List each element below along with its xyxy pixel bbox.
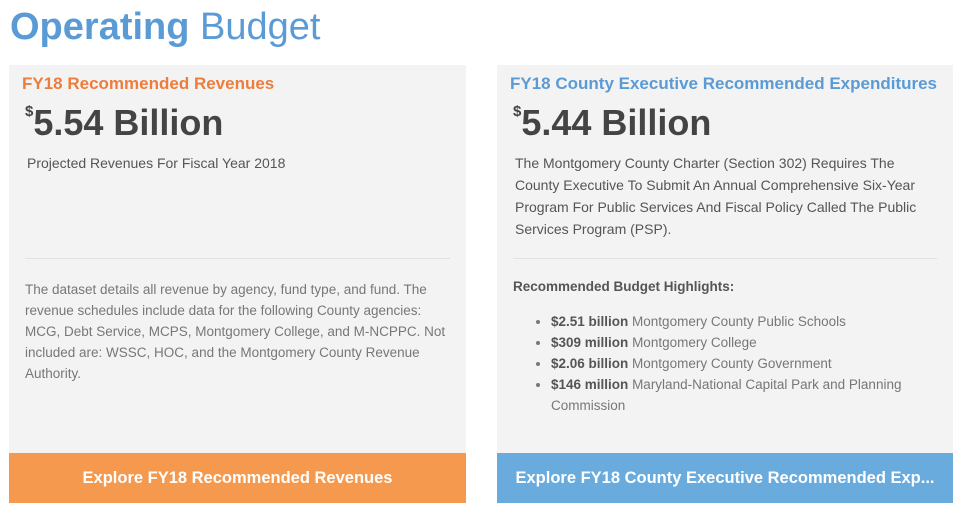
divider (513, 258, 937, 259)
card-subtitle: The Montgomery County Charter (Section 3… (515, 155, 917, 237)
amount: $5.54 Billion (25, 101, 223, 145)
highlight-label: Maryland-National Capital Park and Plann… (551, 377, 902, 413)
highlight-item: $2.51 billion Montgomery County Public S… (551, 311, 959, 332)
amount: $5.44 Billion (513, 101, 711, 145)
currency: $ (25, 103, 34, 120)
explore-button[interactable]: Explore FY18 Recommended Revenues (9, 453, 466, 503)
highlight-label: Montgomery County Government (632, 356, 832, 371)
card-heading: FY18 Recommended Revenues (22, 74, 275, 93)
highlight-amount: $309 million (551, 335, 629, 350)
highlight-label: Montgomery College (632, 335, 757, 350)
highlight-label: Montgomery County Public Schools (632, 314, 846, 329)
revenue-card: FY18 Recommended Revenues $5.54 Billion … (9, 65, 466, 503)
highlight-amount: $146 million (551, 377, 629, 392)
expenditure-card: FY18 County Executive Recommended Expend… (497, 65, 953, 503)
amount-value: 5.54 Billion (33, 102, 224, 143)
highlight-amount: $2.06 billion (551, 356, 629, 371)
explore-button[interactable]: Explore FY18 County Executive Recommende… (497, 453, 953, 503)
card-heading: FY18 County Executive Recommended Expend… (510, 74, 938, 93)
highlight-item: $309 million Montgomery College (551, 332, 959, 353)
page-title: Operating Budget (10, 4, 320, 50)
currency: $ (513, 103, 522, 120)
card-description: The dataset details all revenue by agenc… (25, 282, 446, 381)
highlight-item: $2.06 billion Montgomery County Governme… (551, 353, 959, 374)
card-subtitle: Projected Revenues For Fiscal Year 2018 (27, 155, 286, 171)
title-bold: Operating (10, 6, 190, 48)
highlights-list: $2.51 billion Montgomery County Public S… (513, 311, 959, 416)
title-light: Budget (200, 6, 321, 48)
amount-value: 5.44 Billion (521, 102, 712, 143)
divider (25, 258, 450, 259)
highlight-item: $146 million Maryland-National Capital P… (551, 374, 959, 416)
highlight-amount: $2.51 billion (551, 314, 629, 329)
highlights-title: Recommended Budget Highlights: (513, 279, 735, 294)
